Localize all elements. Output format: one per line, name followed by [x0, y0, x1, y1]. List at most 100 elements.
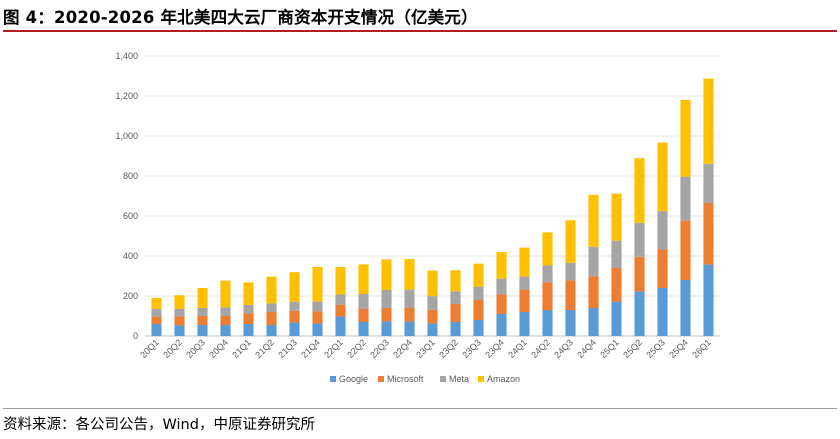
- bar-google-23q2: [450, 322, 461, 336]
- bar-amazon-20q3: [197, 288, 208, 308]
- y-tick-label: 800: [123, 171, 138, 181]
- bar-meta-21q1: [243, 305, 254, 314]
- bar-google-25q1: [611, 301, 622, 336]
- x-tick-label: 21Q4: [299, 337, 322, 360]
- bar-meta-23q1: [427, 296, 438, 310]
- bar-google-22q3: [381, 321, 392, 336]
- bar-meta-21q2: [266, 303, 277, 312]
- bar-google-20q2: [174, 325, 185, 336]
- bar-microsoft-26q1: [703, 203, 714, 265]
- bar-amazon-23q4: [496, 252, 507, 279]
- bar-meta-23q3: [473, 286, 484, 300]
- bar-meta-24q3: [565, 262, 576, 281]
- bar-meta-22q1: [335, 294, 346, 305]
- legend-label-google: Google: [339, 374, 368, 384]
- x-tick-label: 25Q2: [621, 337, 644, 360]
- bar-microsoft-25q4: [680, 220, 691, 280]
- bar-meta-20q4: [220, 307, 231, 316]
- bar-amazon-21q2: [266, 276, 277, 304]
- x-tick-label: 21Q3: [276, 337, 299, 360]
- bar-amazon-21q4: [312, 267, 323, 302]
- x-tick-label: 24Q1: [506, 337, 529, 360]
- bar-meta-25q4: [680, 176, 691, 221]
- bar-google-23q3: [473, 320, 484, 336]
- bar-meta-20q1: [151, 309, 162, 317]
- figure-title: 图 4：2020-2026 年北美四大云厂商资本开支情况（亿美元）: [3, 8, 478, 27]
- x-tick-label: 21Q1: [230, 337, 253, 360]
- bar-meta-25q1: [611, 240, 622, 268]
- bar-microsoft-25q2: [634, 256, 645, 292]
- bar-microsoft-20q3: [197, 316, 208, 325]
- x-tick-label: 24Q2: [529, 337, 552, 360]
- bar-amazon-24q2: [542, 232, 553, 266]
- bar-microsoft-23q2: [450, 304, 461, 322]
- bar-meta-21q4: [312, 301, 323, 312]
- x-tick-label: 23Q2: [437, 337, 460, 360]
- bar-google-25q3: [657, 288, 668, 336]
- bar-meta-20q2: [174, 308, 185, 317]
- legend-label-amazon: Amazon: [487, 374, 520, 384]
- bar-google-21q4: [312, 323, 323, 336]
- bar-google-25q4: [680, 280, 691, 336]
- bar-microsoft-25q1: [611, 268, 622, 302]
- bar-meta-26q1: [703, 163, 714, 203]
- bar-google-21q1: [243, 324, 254, 336]
- y-tick-label: 1,200: [115, 91, 138, 101]
- bar-microsoft-23q4: [496, 294, 507, 314]
- bar-amazon-22q1: [335, 267, 346, 295]
- bar-google-21q3: [289, 322, 300, 336]
- bar-amazon-26q1: [703, 78, 714, 164]
- x-tick-label: 25Q4: [667, 337, 690, 360]
- x-tick-label: 24Q3: [552, 337, 575, 360]
- bar-amazon-21q3: [289, 272, 300, 302]
- source-note: 资料来源：各公司公告，Wind，中原证券研究所: [3, 417, 315, 433]
- x-tick-label: 25Q1: [598, 337, 621, 360]
- bar-microsoft-21q1: [243, 313, 254, 324]
- bar-meta-22q3: [381, 290, 392, 308]
- bar-meta-23q2: [450, 291, 461, 304]
- y-tick-label: 600: [123, 211, 138, 221]
- y-tick-label: 200: [123, 291, 138, 301]
- x-tick-label: 20Q3: [184, 337, 207, 360]
- bar-microsoft-23q1: [427, 309, 438, 324]
- bar-amazon-23q1: [427, 270, 438, 297]
- legend: Google Microsoft Meta Amazon: [330, 374, 520, 384]
- bar-meta-22q2: [358, 294, 369, 309]
- bar-google-23q4: [496, 314, 507, 336]
- bar-google-22q4: [404, 321, 415, 336]
- bar-microsoft-21q4: [312, 311, 323, 324]
- bar-amazon-25q4: [680, 100, 691, 177]
- bar-microsoft-24q2: [542, 282, 553, 310]
- x-tick-label: 24Q4: [575, 337, 598, 360]
- gridlines: [145, 55, 720, 337]
- x-tick-label: 20Q4: [207, 337, 230, 360]
- bar-amazon-20q4: [220, 280, 231, 308]
- bar-amazon-23q2: [450, 270, 461, 292]
- bar-meta-21q3: [289, 301, 300, 311]
- y-tick-label: 1,400: [115, 51, 138, 61]
- x-tick-label: 22Q2: [345, 337, 368, 360]
- bar-microsoft-22q1: [335, 304, 346, 317]
- bar-microsoft-22q4: [404, 308, 415, 322]
- x-tick-label: 20Q2: [161, 337, 184, 360]
- x-tick-label: 23Q1: [414, 337, 437, 360]
- bar-meta-22q4: [404, 289, 415, 308]
- bar-amazon-24q3: [565, 220, 576, 263]
- bar-google-20q4: [220, 325, 231, 336]
- legend-label-microsoft: Microsoft: [387, 374, 424, 384]
- legend-swatch-meta: [440, 376, 446, 382]
- x-tick-label: 22Q3: [368, 337, 391, 360]
- bar-google-26q1: [703, 264, 714, 336]
- bar-amazon-21q1: [243, 282, 254, 305]
- y-tick-label: 400: [123, 251, 138, 261]
- bar-meta-24q1: [519, 276, 530, 290]
- bar-amazon-25q2: [634, 158, 645, 223]
- bar-microsoft-22q2: [358, 309, 369, 322]
- bar-google-24q1: [519, 312, 530, 336]
- bar-amazon-25q3: [657, 142, 668, 212]
- bar-meta-23q4: [496, 278, 507, 295]
- x-tick-label: 26Q1: [690, 337, 713, 360]
- bar-google-24q2: [542, 310, 553, 336]
- bar-meta-25q2: [634, 222, 645, 257]
